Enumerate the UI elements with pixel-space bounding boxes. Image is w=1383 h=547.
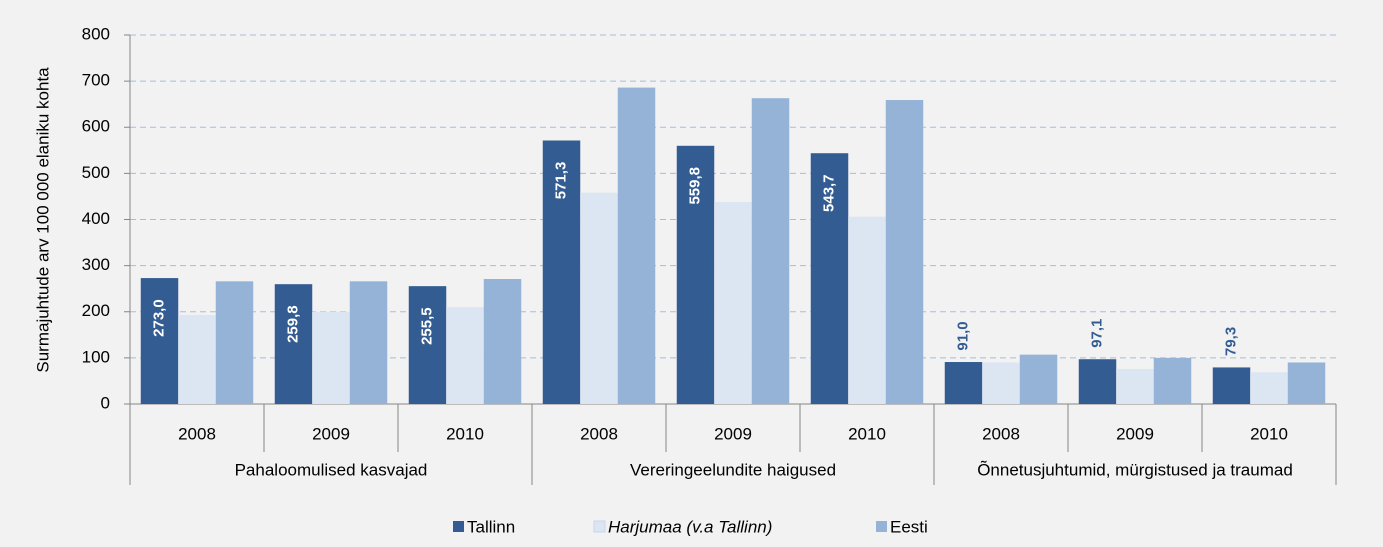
bar — [140, 278, 179, 404]
bar — [617, 87, 656, 405]
bar — [676, 145, 715, 405]
bar — [982, 362, 1020, 404]
legend-swatch — [876, 521, 887, 532]
data-label: 273,0 — [150, 299, 167, 337]
bar — [178, 314, 216, 404]
y-axis-label: Surmajuhtude arv 100 000 elaniku kohta — [33, 67, 52, 373]
y-tick-label: 500 — [82, 163, 110, 182]
data-label: 259,8 — [284, 305, 301, 343]
data-label: 79,3 — [1222, 327, 1239, 356]
bar — [349, 281, 388, 404]
legend-label: Harjumaa (v.a Tallinn) — [608, 517, 772, 536]
bar — [542, 140, 581, 405]
bar — [714, 201, 752, 404]
legend-swatch — [593, 520, 606, 533]
x-tick-label: 2008 — [178, 424, 216, 443]
legend-swatch — [453, 521, 464, 532]
legend-label: Eesti — [890, 517, 928, 536]
x-tick-label: 2009 — [1116, 424, 1154, 443]
group-label: Vereringeelundite haigused — [630, 460, 836, 479]
bar — [1153, 357, 1192, 404]
x-tick-label: 2009 — [714, 424, 752, 443]
data-label: 559,8 — [686, 167, 703, 205]
bar — [215, 281, 254, 404]
x-tick-label: 2010 — [446, 424, 484, 443]
bar — [1212, 367, 1251, 404]
data-label: 255,5 — [418, 307, 435, 345]
bar — [312, 311, 350, 404]
bar — [1116, 368, 1154, 404]
data-label: 571,3 — [552, 162, 569, 200]
y-tick-label: 200 — [82, 301, 110, 320]
bar — [408, 286, 447, 404]
bar — [1019, 354, 1058, 404]
data-label: 543,7 — [820, 174, 837, 212]
bar — [1250, 372, 1288, 404]
x-tick-label: 2010 — [848, 424, 886, 443]
bar — [810, 153, 849, 404]
data-label: 97,1 — [1088, 319, 1105, 348]
y-tick-label: 400 — [82, 209, 110, 228]
bar — [848, 216, 886, 404]
bar — [1287, 362, 1326, 404]
x-tick-label: 2010 — [1250, 424, 1288, 443]
bar — [580, 192, 618, 404]
data-label: 91,0 — [954, 321, 971, 350]
legend-label: Tallinn — [467, 517, 515, 536]
y-tick-label: 100 — [82, 347, 110, 366]
bar — [885, 100, 924, 404]
x-tick-label: 2008 — [580, 424, 618, 443]
bar — [944, 362, 983, 404]
bar — [751, 98, 790, 404]
x-tick-label: 2009 — [312, 424, 350, 443]
bar — [274, 284, 313, 404]
y-tick-label: 300 — [82, 255, 110, 274]
y-tick-label: 700 — [82, 71, 110, 90]
bar — [1078, 359, 1117, 404]
group-label: Pahaloomulised kasvajad — [235, 460, 428, 479]
x-tick-label: 2008 — [982, 424, 1020, 443]
group-label: Õnnetusjuhtumid, mürgistused ja traumad — [977, 460, 1293, 479]
bar — [483, 279, 522, 404]
y-tick-label: 800 — [82, 24, 110, 43]
y-tick-label: 0 — [101, 393, 110, 412]
y-tick-label: 600 — [82, 117, 110, 136]
bar — [446, 307, 484, 404]
